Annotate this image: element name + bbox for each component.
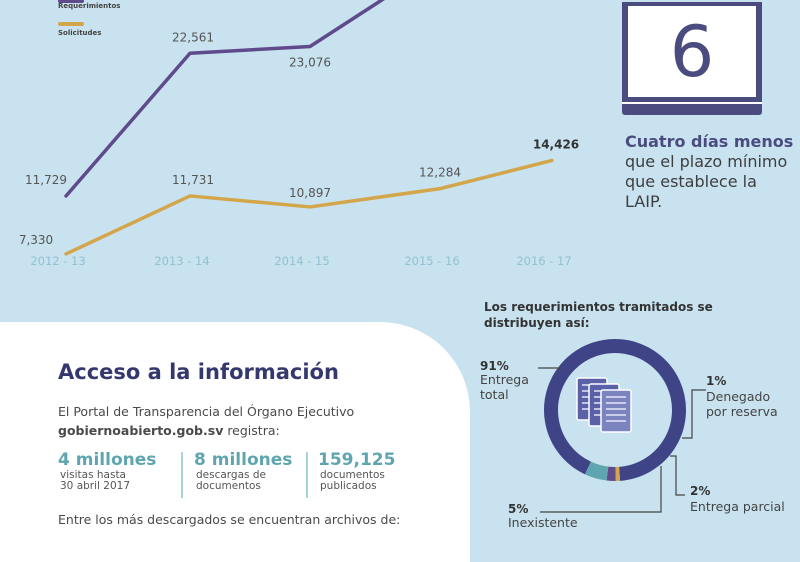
stat-value: 8 millones — [194, 450, 292, 470]
data-label-solicitudes: 10,897 — [289, 186, 331, 200]
data-label-solicitudes: 11,731 — [172, 173, 214, 187]
info-description: El Portal de Transparencia del Órgano Ej… — [58, 402, 438, 440]
day-caption-rest: que el plazo mínimo que establece la LAI… — [625, 152, 787, 211]
x-tick-label: 2016 - 17 — [516, 254, 571, 268]
donut-category-label: Entrega — [480, 372, 529, 387]
data-label-requerimientos: 11,729 — [25, 173, 67, 187]
stat-divider — [306, 452, 308, 498]
data-label-requerimientos: 23,076 — [289, 55, 331, 69]
donut-pct-label: 91% — [480, 359, 509, 373]
donut-slice — [588, 468, 607, 474]
document-icon — [577, 378, 631, 432]
day-caption-bold: Cuatro días menos — [625, 132, 793, 151]
series-line-solicitudes — [66, 160, 552, 253]
day-counter-face: 6 — [628, 6, 756, 97]
info-footer: Entre los más descargados se encuentran … — [58, 512, 400, 527]
day-counter-caption: Cuatro días menos que el plazo mínimo qu… — [625, 132, 795, 212]
stat-divider — [181, 452, 183, 498]
day-counter-card: 6 — [622, 2, 762, 115]
x-tick-label: 2013 - 14 — [154, 254, 209, 268]
donut-pct-label: 2% — [690, 484, 710, 498]
legend-label-requerimientos: Requerimientos — [58, 2, 120, 10]
stat-label: 30 abril 2017 — [60, 481, 156, 492]
stat-downloads: 8 millones descargas de documentos — [194, 450, 292, 492]
stat-documents: 159,125 documentos publicados — [318, 450, 395, 492]
donut-category-label: Entrega parcial — [690, 499, 785, 514]
data-label-solicitudes: 14,426 — [533, 137, 579, 151]
line-chart: 11,72922,56123,07629,4657,33011,73110,89… — [0, 0, 620, 300]
donut-pct-label: 5% — [508, 502, 528, 516]
donut-category-label: por reserva — [706, 404, 778, 419]
day-counter-divider — [622, 102, 762, 104]
leader-line — [670, 456, 685, 495]
stat-label: publicados — [320, 481, 395, 492]
x-tick-label: 2012 - 13 — [30, 254, 85, 268]
info-desc-prefix: El Portal de Transparencia del Órgano Ej… — [58, 404, 354, 419]
day-counter-number: 6 — [628, 14, 756, 90]
stat-value: 4 millones — [58, 450, 156, 470]
info-title: Acceso a la información — [58, 360, 339, 384]
data-label-solicitudes: 7,330 — [19, 233, 53, 247]
donut-pct-label: 1% — [706, 374, 726, 388]
stat-label: documentos — [196, 481, 292, 492]
data-label-requerimientos: 22,561 — [172, 30, 214, 44]
x-tick-label: 2014 - 15 — [274, 254, 329, 268]
distribution-title: Los requerimientos tramitados se distrib… — [484, 299, 784, 331]
donut-category-label: Inexistente — [508, 515, 578, 530]
info-desc-suffix: registra: — [223, 423, 279, 438]
stat-value: 159,125 — [318, 450, 395, 470]
legend-label-solicitudes: Solicitudes — [58, 29, 101, 37]
stat-visits: 4 millones visitas hasta 30 abril 2017 — [58, 450, 156, 492]
info-desc-site: gobiernoabierto.gob.sv — [58, 423, 223, 438]
donut-category-label: Denegado — [706, 389, 770, 404]
x-tick-label: 2015 - 16 — [404, 254, 459, 268]
data-label-solicitudes: 12,284 — [419, 166, 461, 180]
legend-swatch-solicitudes — [58, 22, 84, 26]
donut-category-label: total — [480, 387, 509, 402]
